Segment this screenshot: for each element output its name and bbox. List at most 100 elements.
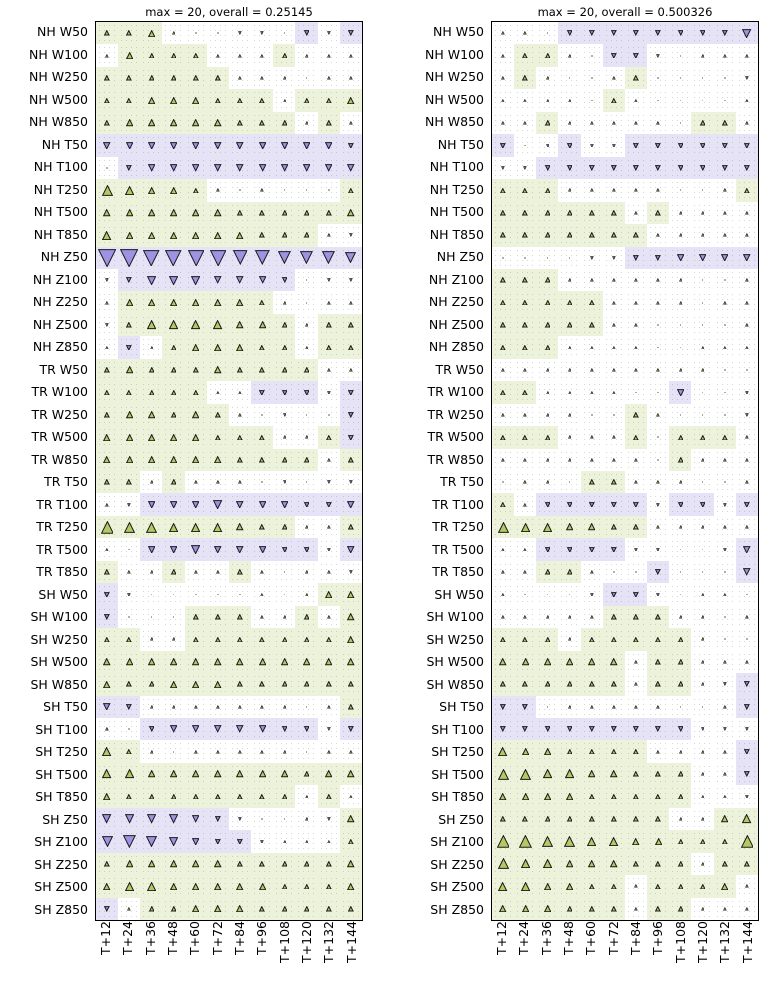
scorecard-cell	[713, 22, 736, 45]
scorecard-cell	[602, 358, 625, 382]
up-triangle-icon	[260, 188, 265, 193]
scorecard-cell	[317, 650, 340, 674]
scorecard-cell	[624, 44, 648, 67]
up-triangle-icon	[282, 435, 287, 439]
up-triangle-icon	[677, 434, 684, 441]
up-triangle-icon	[326, 368, 331, 372]
scorecard-cell	[140, 89, 163, 112]
scorecard-cell	[624, 717, 648, 741]
scorecard-cell	[295, 358, 318, 382]
scorecard-cell	[624, 583, 648, 606]
neutral-dot	[568, 77, 571, 80]
up-triangle-icon	[214, 658, 222, 666]
neutral-dot	[723, 369, 726, 371]
scorecard-cell	[118, 89, 141, 112]
up-triangle-icon	[543, 905, 552, 913]
scorecard-cell	[206, 22, 229, 45]
up-triangle-icon	[633, 412, 639, 418]
scorecard-cell	[735, 897, 758, 920]
scorecard-cell	[492, 358, 515, 382]
down-triangle-icon	[588, 501, 595, 508]
up-triangle-icon	[700, 525, 705, 529]
up-triangle-icon	[170, 367, 177, 373]
down-triangle-icon	[611, 165, 617, 171]
scorecard-cell	[295, 628, 318, 651]
scorecard-cell	[206, 313, 229, 337]
scorecard-cell	[206, 336, 229, 359]
down-triangle-icon	[588, 546, 595, 553]
up-triangle-icon	[567, 53, 572, 58]
up-triangle-icon	[303, 636, 310, 643]
up-triangle-icon	[215, 793, 221, 800]
col-label: T+120	[298, 921, 314, 963]
scorecard-cell	[713, 560, 736, 584]
up-triangle-icon	[171, 31, 176, 35]
up-triangle-icon	[192, 298, 200, 307]
scorecard-cell	[735, 268, 758, 292]
down-triangle-icon	[254, 250, 270, 266]
up-triangle-icon	[171, 637, 176, 642]
scorecard-cell	[140, 66, 163, 90]
scorecard-cell	[713, 673, 736, 696]
up-triangle-icon	[722, 233, 727, 237]
scorecard-cell	[713, 717, 736, 741]
scorecard-cell	[339, 650, 362, 674]
down-triangle-icon	[192, 141, 200, 150]
scorecard-cell	[602, 313, 625, 337]
up-triangle-icon	[677, 659, 684, 665]
down-triangle-icon	[347, 164, 355, 172]
down-triangle-icon	[721, 165, 728, 171]
up-triangle-icon	[125, 433, 133, 441]
up-triangle-icon	[169, 209, 178, 217]
down-triangle-icon	[588, 165, 595, 171]
scorecard-cell	[118, 313, 141, 337]
up-triangle-icon	[236, 770, 244, 778]
row-label: SH W850	[426, 676, 484, 692]
neutral-dot	[679, 122, 682, 124]
up-triangle-icon	[610, 860, 618, 868]
scorecard-cell	[514, 381, 537, 404]
up-triangle-icon	[259, 97, 266, 104]
scorecard-cell	[735, 515, 758, 539]
scorecard-cell	[96, 695, 119, 718]
scorecard-cell	[602, 807, 625, 831]
scorecard-cell	[602, 785, 625, 808]
up-triangle-icon	[700, 817, 705, 821]
up-triangle-icon	[192, 411, 200, 419]
scorecard-cell	[273, 291, 296, 314]
scorecard-cell	[162, 448, 185, 471]
row-label: TR W850	[427, 451, 484, 467]
scorecard-cell	[580, 852, 603, 876]
up-triangle-icon	[634, 368, 638, 372]
up-triangle-icon	[496, 835, 510, 848]
scorecard-cell	[580, 201, 603, 225]
up-triangle-icon	[523, 98, 528, 103]
scorecard-cell	[669, 224, 692, 247]
scorecard-cell	[514, 830, 537, 853]
scorecard-cell	[251, 695, 274, 718]
down-triangle-icon	[611, 52, 617, 59]
up-triangle-icon	[281, 120, 288, 126]
col-label: T+60	[187, 921, 203, 956]
down-triangle-icon	[147, 141, 156, 150]
scorecard-cell	[669, 89, 692, 112]
scorecard-cell	[624, 403, 648, 427]
scorecard-cell	[339, 740, 362, 763]
scorecard-cell	[317, 605, 340, 629]
scorecard-cell	[602, 673, 625, 696]
scorecard-cell	[162, 426, 185, 449]
up-triangle-icon	[545, 457, 550, 462]
up-triangle-icon	[633, 861, 639, 867]
down-triangle-icon	[215, 838, 221, 845]
up-triangle-icon	[191, 522, 201, 532]
row-label: SH W850	[30, 676, 88, 692]
scorecard-cell	[514, 246, 537, 269]
scorecard-cell	[669, 246, 692, 269]
scorecard-cell	[162, 246, 185, 269]
down-triangle-icon	[348, 389, 354, 396]
scorecard-cell	[96, 673, 119, 696]
down-triangle-icon	[742, 28, 752, 38]
scorecard-cell	[669, 830, 692, 853]
up-triangle-icon	[214, 231, 222, 239]
scorecard-cell	[691, 875, 714, 898]
